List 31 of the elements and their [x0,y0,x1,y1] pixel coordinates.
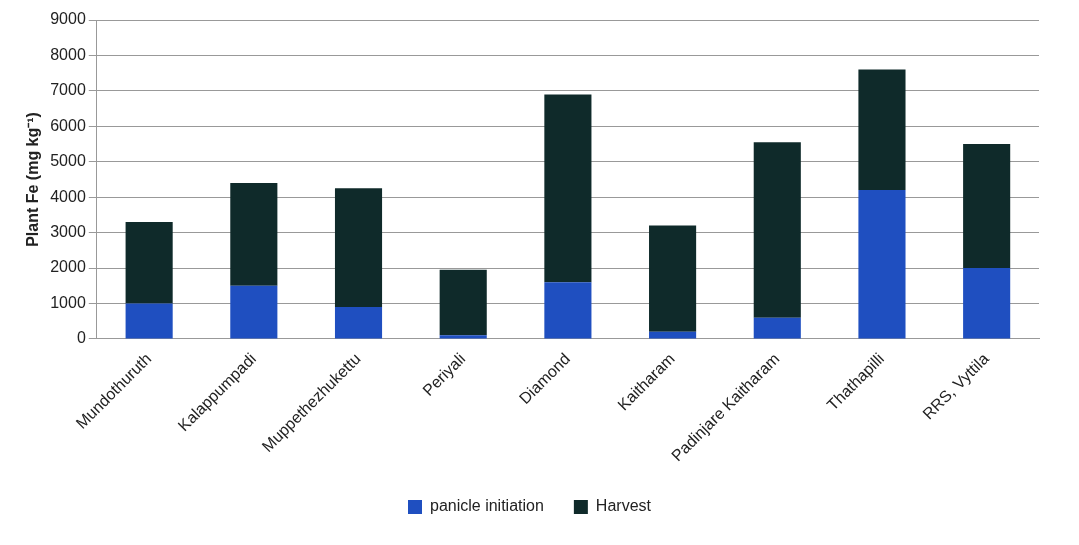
y-tick-label: 3000 [50,223,86,241]
bar [125,303,173,339]
y-axis-title: Plant Fe (mg kg⁻¹) [24,112,42,247]
bar [963,268,1011,339]
y-tick-label: 5000 [50,152,86,170]
y-tick-label: 1000 [50,293,86,311]
bar [544,282,592,339]
y-tick-label: 0 [76,329,86,347]
bar [230,285,278,339]
bar [649,331,697,339]
bar [858,190,906,339]
bar [649,225,697,332]
bar [439,269,487,336]
y-tick-label: 8000 [50,45,86,63]
bar [230,183,278,286]
bar [963,144,1011,269]
y-tick-label: 9000 [50,10,86,28]
legend-label: panicle initiation [430,497,544,515]
bar [858,69,906,191]
bar [334,307,383,339]
y-tick-label: 2000 [50,258,86,276]
bar [125,221,173,304]
legend-label: Harvest [595,497,652,515]
y-tick-label: 7000 [50,81,86,99]
bar [439,335,487,339]
bar [544,94,592,283]
bar [753,317,801,339]
bar [334,188,383,308]
y-tick-label: 4000 [50,187,86,205]
y-tick-label: 6000 [50,116,86,134]
bar [753,142,801,318]
